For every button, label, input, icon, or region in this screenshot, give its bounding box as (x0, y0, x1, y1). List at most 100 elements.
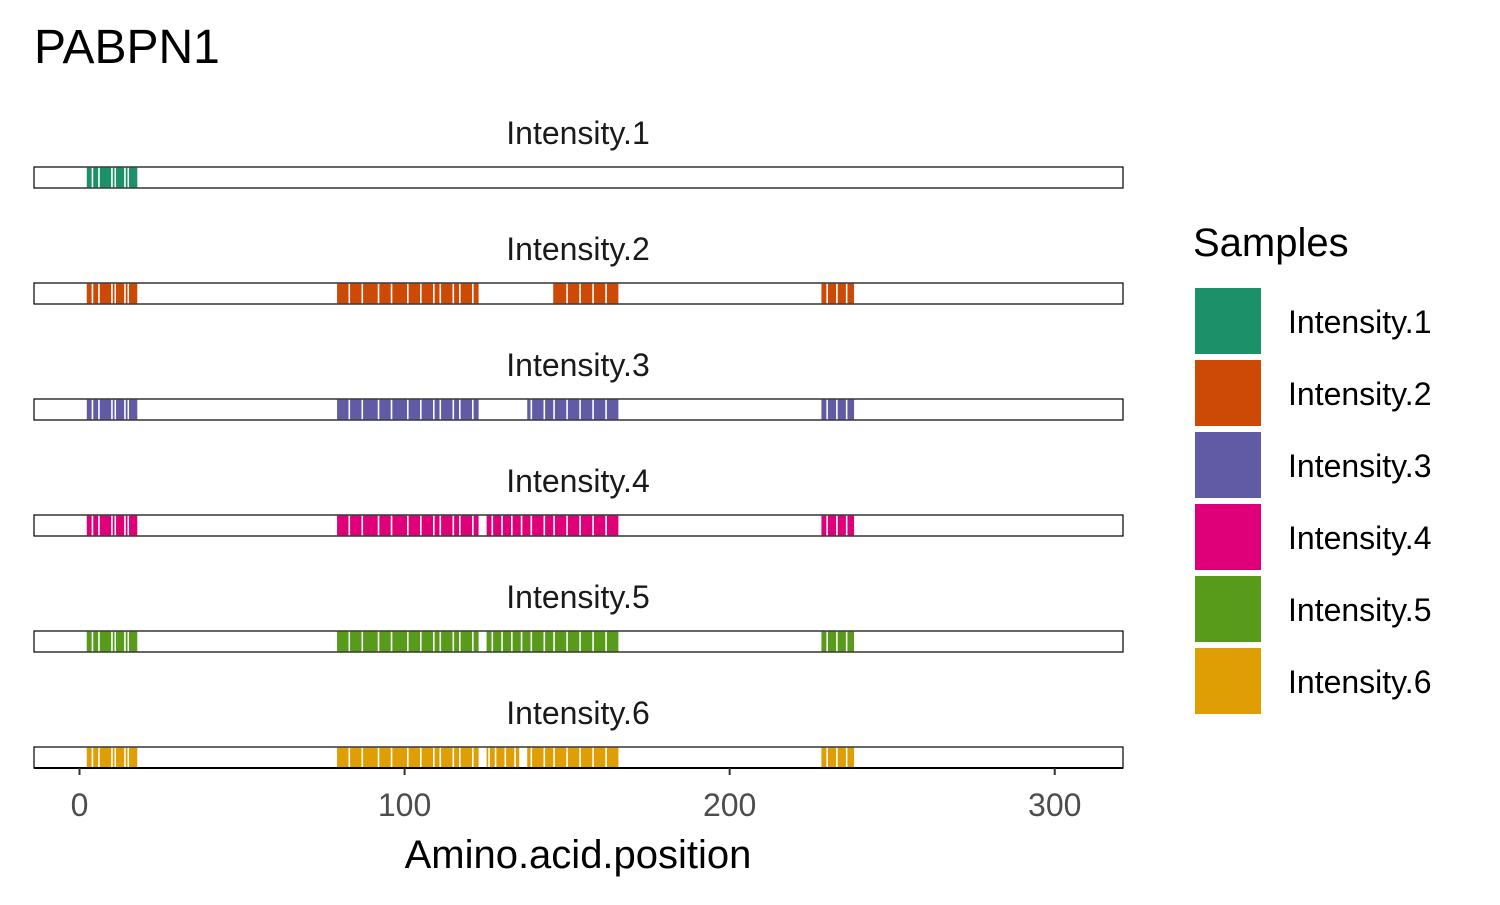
peptide-bar (335, 746, 351, 769)
peptide-bar (566, 282, 581, 305)
peptide-bar (605, 398, 620, 421)
peptide-bar (530, 630, 546, 653)
peptide-bar (390, 398, 409, 421)
peptide-bar (452, 282, 461, 305)
peptide-bar (845, 630, 856, 653)
peptide-bar (836, 630, 848, 653)
peptide-bar (543, 746, 555, 769)
peptide-bar (377, 630, 393, 653)
peptide-bar (459, 514, 474, 537)
peptide-bar (543, 630, 555, 653)
peptide-bar (819, 746, 828, 769)
panel-border (33, 630, 1124, 653)
peptide-bar (407, 746, 422, 769)
peptide-bar (551, 282, 568, 305)
peptide-bar (530, 398, 546, 421)
legend-label: Intensity.1 (1288, 304, 1431, 340)
peptide-bar (407, 514, 422, 537)
peptide-bar (85, 746, 94, 769)
legend-label: Intensity.5 (1288, 592, 1431, 628)
facet-strip-label: Intensity.5 (506, 579, 649, 615)
peptide-bar (845, 746, 856, 769)
peptide-bar (85, 514, 94, 537)
peptide-bar (553, 630, 568, 653)
peptide-bar (85, 166, 94, 189)
peptide-bar (85, 630, 94, 653)
facet-panel: Intensity.2 (33, 231, 1124, 305)
peptide-bar (826, 514, 838, 537)
peptide-bar (530, 746, 546, 769)
peptide-bar (114, 282, 126, 305)
peptide-bar (592, 514, 607, 537)
peptide-bar (472, 514, 481, 537)
peptide-bar (826, 398, 838, 421)
peptide-bar (127, 282, 139, 305)
peptide-bar (127, 166, 139, 189)
legend-swatch (1195, 360, 1261, 426)
peptide-bar (377, 282, 393, 305)
peptide-bar (114, 630, 126, 653)
peptide-bar (433, 630, 442, 653)
legend-title: Samples (1193, 221, 1349, 265)
peptide-bar (605, 746, 620, 769)
peptide-bar (420, 746, 435, 769)
peptide-bar (520, 630, 533, 653)
facet-strip-label: Intensity.1 (506, 115, 649, 151)
peptide-bar (85, 282, 94, 305)
legend-swatch (1195, 288, 1261, 354)
facet-strip-label: Intensity.2 (506, 231, 649, 267)
peptide-bar (420, 398, 435, 421)
legend-label: Intensity.3 (1288, 448, 1431, 484)
peptide-bar (114, 746, 126, 769)
peptide-bar (459, 398, 474, 421)
peptide-bar (377, 746, 393, 769)
peptide-bar (433, 398, 442, 421)
peptide-bar (501, 630, 513, 653)
peptide-bar (127, 630, 139, 653)
peptide-bar (85, 398, 94, 421)
peptide-bar (459, 630, 474, 653)
x-tick-label: 300 (1028, 787, 1081, 823)
peptide-bar (819, 630, 828, 653)
legend-label: Intensity.6 (1288, 664, 1431, 700)
peptide-bar (98, 282, 113, 305)
peptide-bar (91, 166, 100, 189)
peptide-bar (579, 398, 594, 421)
peptide-bar (98, 166, 113, 189)
peptide-bar (348, 282, 364, 305)
peptide-bar (494, 746, 507, 769)
peptide-bar (579, 630, 594, 653)
peptide-bar (543, 398, 555, 421)
facet-panel: Intensity.4 (33, 463, 1124, 537)
peptide-bar (439, 746, 455, 769)
peptide-bar (836, 282, 848, 305)
peptide-bar (91, 630, 100, 653)
peptide-bar (348, 514, 364, 537)
peptide-bar (514, 746, 521, 769)
peptide-bar (335, 514, 351, 537)
peptide-bar (836, 746, 848, 769)
panel-border (33, 282, 1124, 305)
peptide-bar (407, 398, 422, 421)
peptide-bar (91, 282, 100, 305)
peptide-bar (566, 398, 581, 421)
peptide-bar (845, 398, 856, 421)
peptide-bar (488, 746, 497, 769)
peptide-bar (361, 514, 380, 537)
peptide-bar (452, 630, 461, 653)
peptide-bar (472, 630, 481, 653)
facet-panel: Intensity.5 (33, 579, 1124, 653)
peptide-bar (98, 746, 113, 769)
legend-swatch (1195, 576, 1261, 642)
peptide-bar (530, 514, 546, 537)
peptide-bar (390, 282, 409, 305)
peptide-bar (433, 282, 442, 305)
facet-panel: Intensity.3 (33, 347, 1124, 421)
peptide-bar (579, 746, 594, 769)
panel-border (33, 398, 1124, 421)
peptide-bar (114, 398, 126, 421)
peptide-bar (553, 746, 568, 769)
peptide-bar (433, 514, 442, 537)
legend-swatch (1195, 432, 1261, 498)
